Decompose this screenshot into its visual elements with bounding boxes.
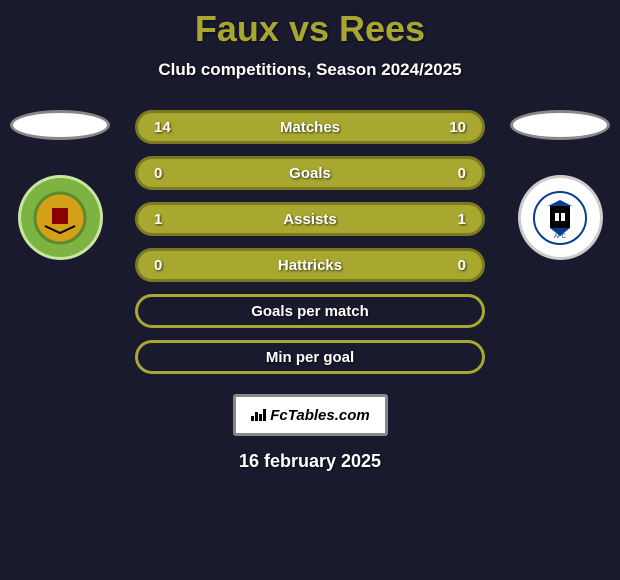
date-text: 16 february 2025 xyxy=(239,451,381,472)
stat-label: Assists xyxy=(283,211,336,228)
stat-label: Matches xyxy=(280,119,340,136)
player-avatar-right xyxy=(510,110,610,140)
stat-label: Min per goal xyxy=(266,349,354,366)
stat-left-value: 1 xyxy=(154,211,162,228)
left-player-column xyxy=(10,110,110,260)
stat-row-min-per-goal: Min per goal xyxy=(135,340,485,374)
stat-right-value: 10 xyxy=(449,119,466,136)
stat-row-goals-per-match: Goals per match xyxy=(135,294,485,328)
stat-label: Goals xyxy=(289,165,331,182)
brand-text: FcTables.com xyxy=(270,407,369,424)
stat-right-value: 0 xyxy=(458,165,466,182)
stat-left-value: 0 xyxy=(154,165,162,182)
page-subtitle: Club competitions, Season 2024/2025 xyxy=(158,60,461,80)
stat-row-goals: 0 Goals 0 xyxy=(135,156,485,190)
stat-right-value: 0 xyxy=(458,257,466,274)
crest-icon-right: AFC xyxy=(530,188,590,248)
player-avatar-left xyxy=(10,110,110,140)
stats-column: 14 Matches 10 0 Goals 0 1 Assists 1 0 Ha… xyxy=(135,110,485,374)
stat-right-value: 1 xyxy=(458,211,466,228)
stat-left-value: 14 xyxy=(154,119,171,136)
stat-label: Hattricks xyxy=(278,257,342,274)
right-player-column: AFC xyxy=(510,110,610,260)
crest-icon-left xyxy=(30,188,90,248)
club-badge-left xyxy=(18,175,103,260)
main-area: 14 Matches 10 0 Goals 0 1 Assists 1 0 Ha… xyxy=(0,110,620,374)
stat-row-assists: 1 Assists 1 xyxy=(135,202,485,236)
brand-box[interactable]: FcTables.com xyxy=(233,394,388,436)
stat-row-hattricks: 0 Hattricks 0 xyxy=(135,248,485,282)
club-badge-right: AFC xyxy=(518,175,603,260)
comparison-container: Faux vs Rees Club competitions, Season 2… xyxy=(0,0,620,580)
stat-label: Goals per match xyxy=(251,303,369,320)
stat-left-value: 0 xyxy=(154,257,162,274)
stat-row-matches: 14 Matches 10 xyxy=(135,110,485,144)
svg-text:AFC: AFC xyxy=(554,234,567,240)
chart-icon xyxy=(250,407,266,424)
page-title: Faux vs Rees xyxy=(195,8,425,50)
